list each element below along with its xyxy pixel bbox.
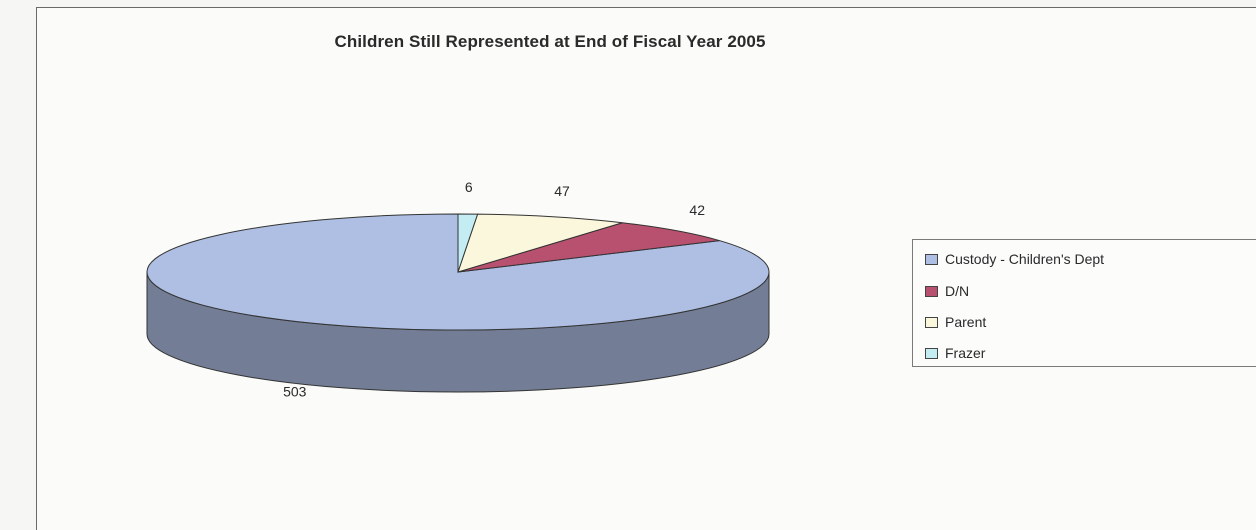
legend-swatch-dn xyxy=(925,285,938,297)
pie-data-label-2: 47 xyxy=(554,183,570,199)
legend-swatch-frazer xyxy=(925,347,938,359)
legend-item-parent: Parent xyxy=(925,313,986,331)
pie-slice-3 xyxy=(457,213,479,273)
pie-labels-group: 503 42 47 6 xyxy=(283,179,705,400)
pie-data-label-3: 6 xyxy=(465,179,473,195)
pie-slice-2 xyxy=(457,213,623,273)
legend-swatch-parent xyxy=(925,316,938,328)
legend-item-custody: Custody - Children's Dept xyxy=(925,250,1104,268)
chart-title: Children Still Represented at End of Fis… xyxy=(334,32,766,51)
legend-label-parent: Parent xyxy=(945,314,987,330)
pie-top-group xyxy=(146,213,770,331)
legend: Custody - Children's Dept D/N Parent Fra… xyxy=(912,239,1256,367)
legend-swatch-custody xyxy=(925,253,938,265)
pie-slice-0 xyxy=(146,213,770,331)
legend-label-dn: D/N xyxy=(945,283,970,299)
legend-label-custody: Custody - Children's Dept xyxy=(945,251,1105,267)
pie-slice-1 xyxy=(457,222,720,273)
legend-item-frazer: Frazer xyxy=(925,344,985,362)
legend-label-frazer: Frazer xyxy=(945,345,986,361)
pie-data-label-1: 42 xyxy=(689,202,705,218)
pie-data-label-0: 503 xyxy=(283,384,307,400)
legend-item-dn: D/N xyxy=(925,282,969,300)
